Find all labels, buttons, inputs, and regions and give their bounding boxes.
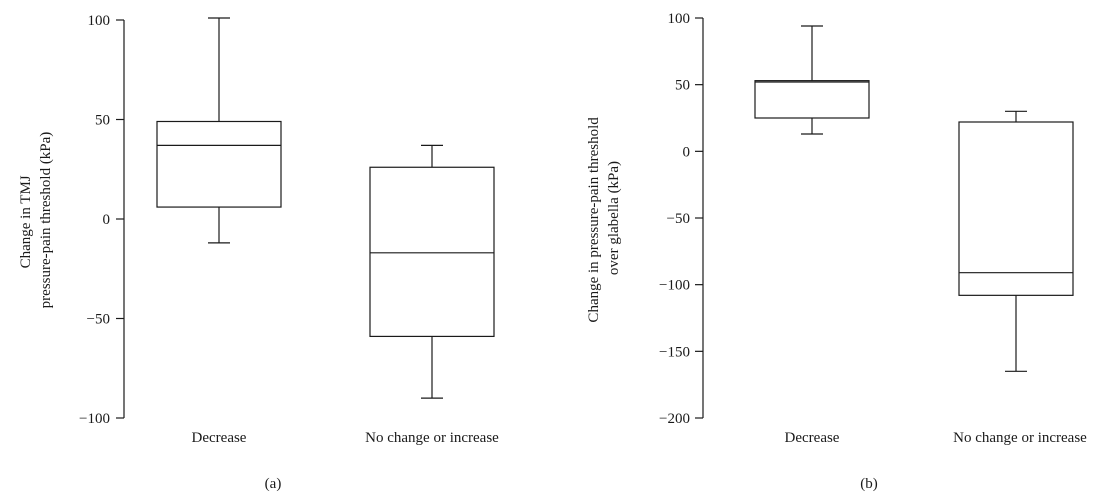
iqr-box bbox=[755, 81, 869, 118]
panel-b: Change in pressure-pain threshold over g… bbox=[586, 11, 1087, 492]
panel-a-ylabel-line1: Change in TMJ bbox=[18, 175, 34, 268]
panel-b-category-no-change: No change or increase bbox=[953, 430, 1087, 446]
y-tick-label: −100 bbox=[659, 278, 690, 294]
box-no-change-or-increase bbox=[370, 145, 494, 398]
panel-b-label: (b) bbox=[860, 476, 878, 492]
y-tick-label: 100 bbox=[668, 11, 691, 27]
panel-b-ylabel-line2: over glabella (kPa) bbox=[606, 161, 622, 275]
y-tick-label: −100 bbox=[79, 411, 110, 427]
y-tick-label: 50 bbox=[675, 78, 690, 94]
panel-b-ylabel: Change in pressure-pain threshold over g… bbox=[586, 113, 622, 322]
panel-a: Change in TMJ pressure-pain threshold (k… bbox=[18, 13, 499, 492]
y-tick-label: 0 bbox=[103, 212, 111, 228]
box-decrease bbox=[157, 18, 281, 243]
panel-a-category-decrease: Decrease bbox=[192, 430, 247, 446]
iqr-box bbox=[959, 122, 1073, 295]
panel-a-ylabel-line2: pressure-pain threshold (kPa) bbox=[38, 132, 54, 309]
panel-b-category-decrease: Decrease bbox=[785, 430, 840, 446]
panel-a-category-no-change: No change or increase bbox=[365, 430, 499, 446]
iqr-box bbox=[370, 167, 494, 336]
y-tick-label: 50 bbox=[95, 113, 110, 129]
y-tick-label: −50 bbox=[87, 312, 110, 328]
panel-b-ylabel-line1: Change in pressure-pain threshold bbox=[586, 117, 602, 323]
y-tick-label: 100 bbox=[88, 13, 111, 29]
y-tick-label: 0 bbox=[683, 144, 691, 160]
y-tick-label: −200 bbox=[659, 411, 690, 427]
iqr-box bbox=[157, 121, 281, 207]
panel-a-label: (a) bbox=[265, 476, 282, 492]
box-no-change-or-increase bbox=[959, 111, 1073, 371]
y-tick-label: −50 bbox=[667, 211, 690, 227]
panel-a-ylabel: Change in TMJ pressure-pain threshold (k… bbox=[18, 132, 54, 309]
y-tick-label: −150 bbox=[659, 344, 690, 360]
box-decrease bbox=[755, 26, 869, 134]
